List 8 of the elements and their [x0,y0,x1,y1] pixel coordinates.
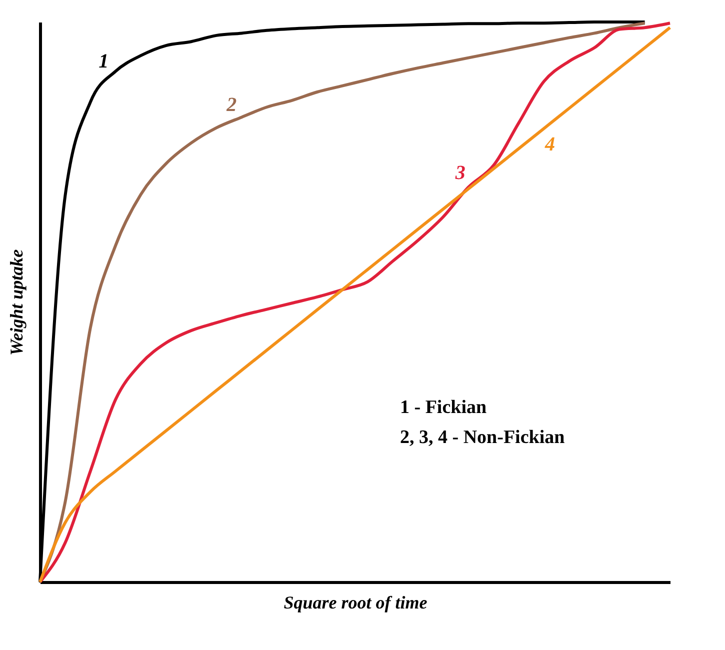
series-label: 2 [226,94,237,116]
annotation: 2, 3, 4 - Non-Fickian [400,427,566,448]
series-label: 1 [98,50,109,72]
x-axis-title: Square root of time [284,592,428,612]
series-label: 4 [544,133,555,156]
series-label: 3 [454,162,466,184]
y-axis-title: Weight uptake [6,249,26,356]
annotation: 1 - Fickian [400,397,487,418]
